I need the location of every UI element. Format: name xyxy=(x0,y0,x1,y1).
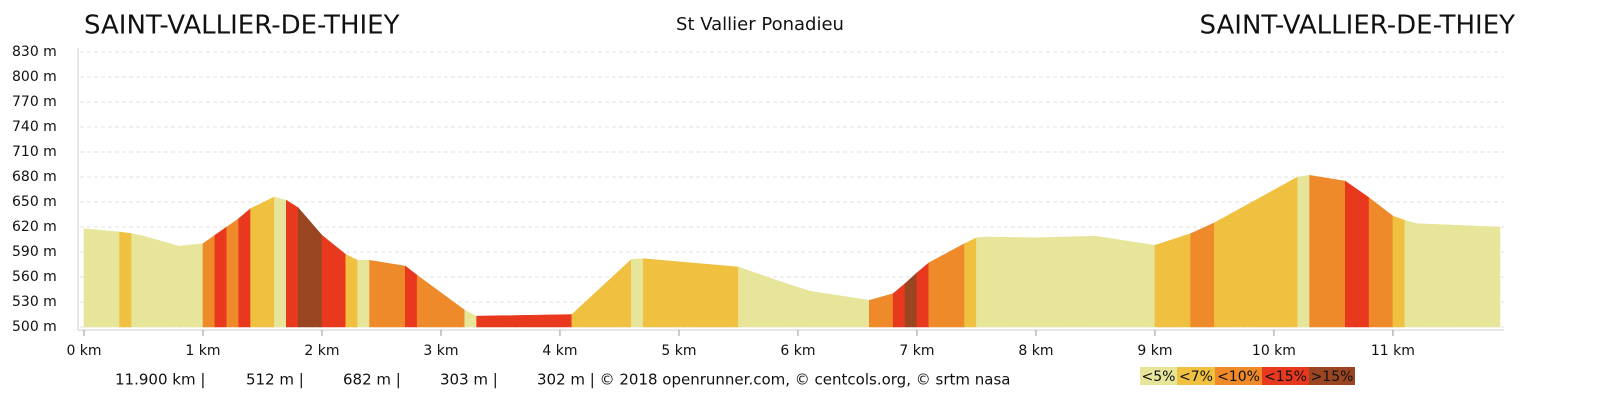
y-tick-label: 590 m xyxy=(12,244,57,260)
gradient-segment xyxy=(738,266,775,328)
gradient-segment xyxy=(416,274,466,328)
gradient-segment xyxy=(1404,219,1418,328)
gradient-segment xyxy=(1297,174,1310,328)
y-tick-label: 800 m xyxy=(12,69,57,85)
x-tick-label: 1 km xyxy=(185,343,220,359)
x-tick-label: 6 km xyxy=(780,343,815,359)
x-tick-label: 9 km xyxy=(1137,343,1172,359)
y-tick-label: 500 m xyxy=(12,319,57,335)
y-tick-label: 770 m xyxy=(12,94,57,110)
gradient-segment xyxy=(285,199,299,328)
gradient-segment xyxy=(1035,235,1096,328)
x-tick-label: 5 km xyxy=(661,343,696,359)
title-right: SAINT-VALLIER-DE-THIEY xyxy=(1200,11,1516,41)
gradient-segment xyxy=(1190,222,1215,328)
gradient-segment xyxy=(892,283,906,328)
y-tick-label: 650 m xyxy=(12,194,57,210)
x-tick-label: 2 km xyxy=(304,343,339,359)
gradient-segment xyxy=(83,228,120,328)
footer-stat: 11.900 km | xyxy=(115,371,205,389)
gradient-segment xyxy=(238,208,251,328)
footer-stat: 303 m | xyxy=(440,371,498,389)
legend-label: <5% xyxy=(1142,369,1176,385)
gradient-segment xyxy=(178,243,204,328)
gradient-segment xyxy=(226,218,239,328)
gradient-segment xyxy=(904,272,918,328)
gradient-segment xyxy=(369,259,406,328)
legend-label: <15% xyxy=(1264,369,1307,385)
y-tick-label: 560 m xyxy=(12,269,57,285)
gradient-segment xyxy=(773,279,811,328)
gradient-segment xyxy=(1368,197,1394,328)
gradient-segment xyxy=(916,262,930,328)
gradient-segment xyxy=(964,237,977,328)
gradient-segment xyxy=(202,234,216,328)
gradient-segment xyxy=(976,236,989,328)
x-tick-label: 8 km xyxy=(1018,343,1053,359)
x-tick-label: 0 km xyxy=(66,343,101,359)
gradient-segment xyxy=(274,196,287,328)
gradient-segment xyxy=(1154,233,1191,328)
x-tick-label: 7 km xyxy=(899,343,934,359)
gradient-segment xyxy=(404,265,418,328)
gradient-segment xyxy=(297,207,323,328)
gradient-segment xyxy=(345,254,358,328)
gradient-segment xyxy=(1309,174,1346,328)
gradient-segment xyxy=(809,290,870,328)
chart-title: St Vallier Ponadieu xyxy=(676,14,844,35)
legend-swatch xyxy=(1177,367,1215,385)
gradient-segment xyxy=(131,233,144,328)
gradient-segment xyxy=(119,231,132,328)
x-tick-label: 4 km xyxy=(542,343,577,359)
legend-swatch xyxy=(1215,367,1262,385)
x-tick-label: 3 km xyxy=(423,343,458,359)
y-tick-label: 710 m xyxy=(12,144,57,160)
gradient-segment xyxy=(250,196,275,328)
y-tick-label: 680 m xyxy=(12,169,57,185)
legend-swatch xyxy=(1140,367,1177,385)
legend-label: >15% xyxy=(1311,369,1354,385)
footer-stat: 512 m | xyxy=(246,371,304,389)
gradient-segment xyxy=(571,258,632,328)
footer-stat: 682 m | xyxy=(343,371,401,389)
y-tick-label: 530 m xyxy=(12,294,57,310)
gradient-segment xyxy=(1095,235,1156,328)
gradient-segment xyxy=(357,260,370,328)
gradient-segment xyxy=(1214,176,1299,328)
gradient-segment xyxy=(321,234,347,328)
gradient-segment xyxy=(1392,215,1406,328)
legend-label: <7% xyxy=(1179,369,1213,385)
gradient-segment xyxy=(642,258,739,328)
gradient-segment xyxy=(928,243,965,328)
legend-swatch xyxy=(1309,367,1355,385)
y-tick-label: 830 m xyxy=(12,44,57,60)
gradient-segment xyxy=(143,235,180,328)
gradient-segment xyxy=(1416,223,1501,328)
x-tick-label: 11 km xyxy=(1371,343,1415,359)
gradient-segment xyxy=(1345,180,1370,328)
legend-label: <10% xyxy=(1217,369,1260,385)
gradient-segment xyxy=(464,309,477,328)
footer-stat: 302 m | © 2018 openrunner.com, © centcol… xyxy=(537,371,1010,389)
y-tick-label: 740 m xyxy=(12,119,57,135)
y-tick-label: 620 m xyxy=(12,219,57,235)
gradient-segment xyxy=(631,258,644,328)
gradient-segment xyxy=(988,236,1037,328)
gradient-segment xyxy=(476,314,573,328)
legend-swatch xyxy=(1262,367,1309,385)
title-left: SAINT-VALLIER-DE-THIEY xyxy=(84,11,400,41)
gradient-segment xyxy=(214,226,228,328)
gradient-segment xyxy=(869,293,894,328)
x-tick-label: 10 km xyxy=(1252,343,1296,359)
